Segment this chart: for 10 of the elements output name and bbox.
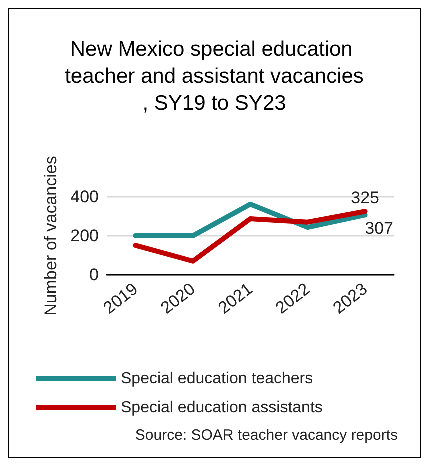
legend-label: Special education assistants: [121, 400, 323, 416]
source-note: Source: SOAR teacher vacancy reports: [135, 427, 398, 444]
legend-label: Special education teachers: [121, 370, 314, 388]
y-tick-label: 200: [70, 226, 99, 246]
y-axis-title: Number of vacancies: [42, 156, 61, 316]
y-tick-label: 400: [70, 188, 99, 206]
y-tick-label: 0: [90, 266, 99, 284]
data-label: 325: [351, 188, 380, 208]
chart-title: New Mexico special education teacher and assistant vacancies, SY19 to SY23: [65, 38, 364, 115]
data-label: 307: [365, 219, 394, 238]
